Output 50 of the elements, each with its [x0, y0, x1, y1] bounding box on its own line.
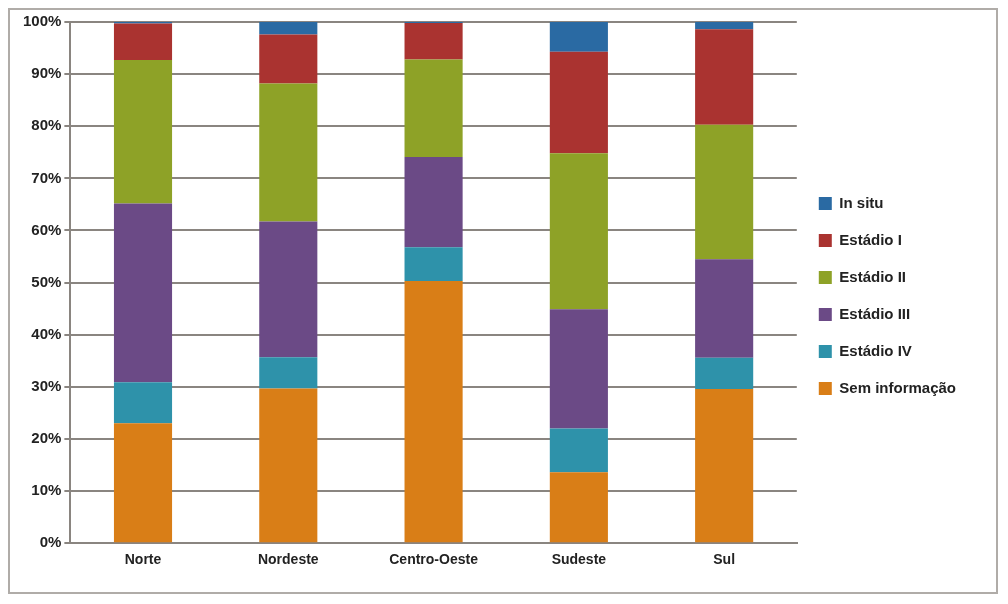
bar	[259, 388, 318, 543]
bar	[549, 472, 608, 543]
bar	[259, 221, 318, 358]
bar	[695, 259, 754, 358]
bar	[259, 83, 318, 222]
x-tick-label: Sudeste	[551, 551, 607, 568]
y-tick-label: 10%	[31, 481, 62, 499]
legend-label: Estádio I	[839, 230, 902, 248]
bar	[113, 60, 173, 204]
bar	[549, 309, 608, 429]
legend-label: Estádio III	[839, 304, 911, 322]
bar	[549, 22, 608, 52]
bar	[259, 34, 318, 84]
y-tick-label: 50%	[31, 272, 62, 290]
legend-label: Estádio IV	[839, 341, 912, 359]
bar	[404, 281, 463, 543]
x-tick-label: Sul	[713, 551, 736, 568]
y-tick-label: 20%	[31, 429, 62, 447]
y-tick-label: 40%	[31, 324, 62, 342]
bar	[695, 124, 754, 260]
bar	[259, 22, 318, 35]
bar	[259, 357, 318, 389]
bar	[404, 59, 463, 157]
x-tick-label: Nordeste	[257, 551, 319, 568]
bar	[695, 29, 754, 125]
bar	[404, 23, 463, 60]
bar	[695, 357, 754, 389]
bar	[113, 423, 173, 543]
legend-label: In situ	[839, 193, 884, 211]
y-tick-label: 60%	[31, 220, 62, 238]
x-tick-label: Centro-Oeste	[389, 551, 479, 568]
legend-label: Sem informação	[839, 378, 957, 396]
bar	[549, 51, 608, 154]
x-tick-label: Norte	[124, 551, 162, 568]
bar	[549, 153, 608, 310]
y-tick-label: 30%	[31, 376, 62, 394]
bar	[113, 203, 173, 383]
y-tick-label: 70%	[31, 168, 62, 186]
bar	[695, 388, 754, 543]
bar	[695, 22, 754, 30]
y-tick-label: 0%	[39, 533, 62, 551]
bar	[404, 156, 463, 248]
y-tick-label: 80%	[31, 116, 62, 134]
bar	[549, 428, 608, 473]
legend-label: Estádio II	[839, 267, 906, 285]
bar	[113, 23, 173, 61]
y-tick-label: 90%	[31, 64, 62, 82]
bar	[404, 247, 463, 282]
y-tick-label: 100%	[22, 12, 62, 30]
bar	[113, 382, 173, 424]
